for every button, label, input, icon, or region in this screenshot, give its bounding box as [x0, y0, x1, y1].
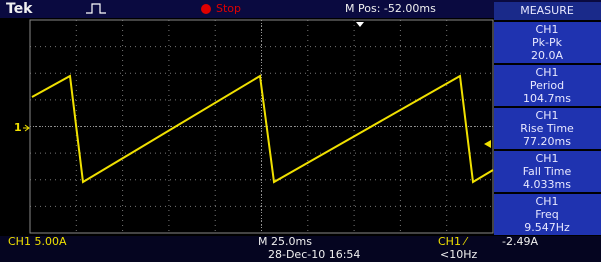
run-status: Stop — [216, 2, 241, 15]
measure-value: 77.20ms — [523, 135, 571, 148]
measure-channel: CH1 — [536, 23, 559, 36]
page: {"header": {"brand": "Tek", "status": "S… — [0, 0, 601, 262]
measure-label: Freq — [535, 208, 559, 221]
measure-label: Pk-Pk — [532, 36, 563, 49]
trigger-level: -2.49A — [502, 235, 538, 248]
channel-scale: CH1 5.00A — [8, 235, 67, 248]
brand: Tek — [6, 1, 33, 17]
measure-label: Rise Time — [520, 122, 574, 135]
channel-marker: 1 — [14, 121, 22, 134]
measure-label: Period — [530, 79, 564, 92]
measure-channel: CH1 — [536, 66, 559, 79]
measure-value: 4.033ms — [523, 178, 571, 191]
measure-title: MEASURE — [520, 4, 574, 17]
measure-channel: CH1 — [536, 152, 559, 165]
measure-channel: CH1 — [536, 195, 559, 208]
measure-label: Fall Time — [523, 165, 572, 178]
trigger-frequency: <10Hz — [440, 248, 477, 261]
timebase: M 25.0ms — [258, 235, 312, 248]
measure-value: 9.547Hz — [524, 221, 570, 234]
measure-value: 20.0A — [531, 49, 563, 62]
measure-value: 104.7ms — [523, 92, 571, 105]
stop-dot — [201, 4, 211, 14]
trigger-source: CH1 ⁄ — [438, 235, 468, 248]
horizontal-position: M Pos: -52.00ms — [345, 2, 436, 15]
scope-screen: Tek Stop M Pos: -52.00ms 1 MEASURE CH1Pk… — [0, 0, 601, 262]
datetime: 28-Dec-10 16:54 — [268, 248, 360, 261]
measure-channel: CH1 — [536, 109, 559, 122]
